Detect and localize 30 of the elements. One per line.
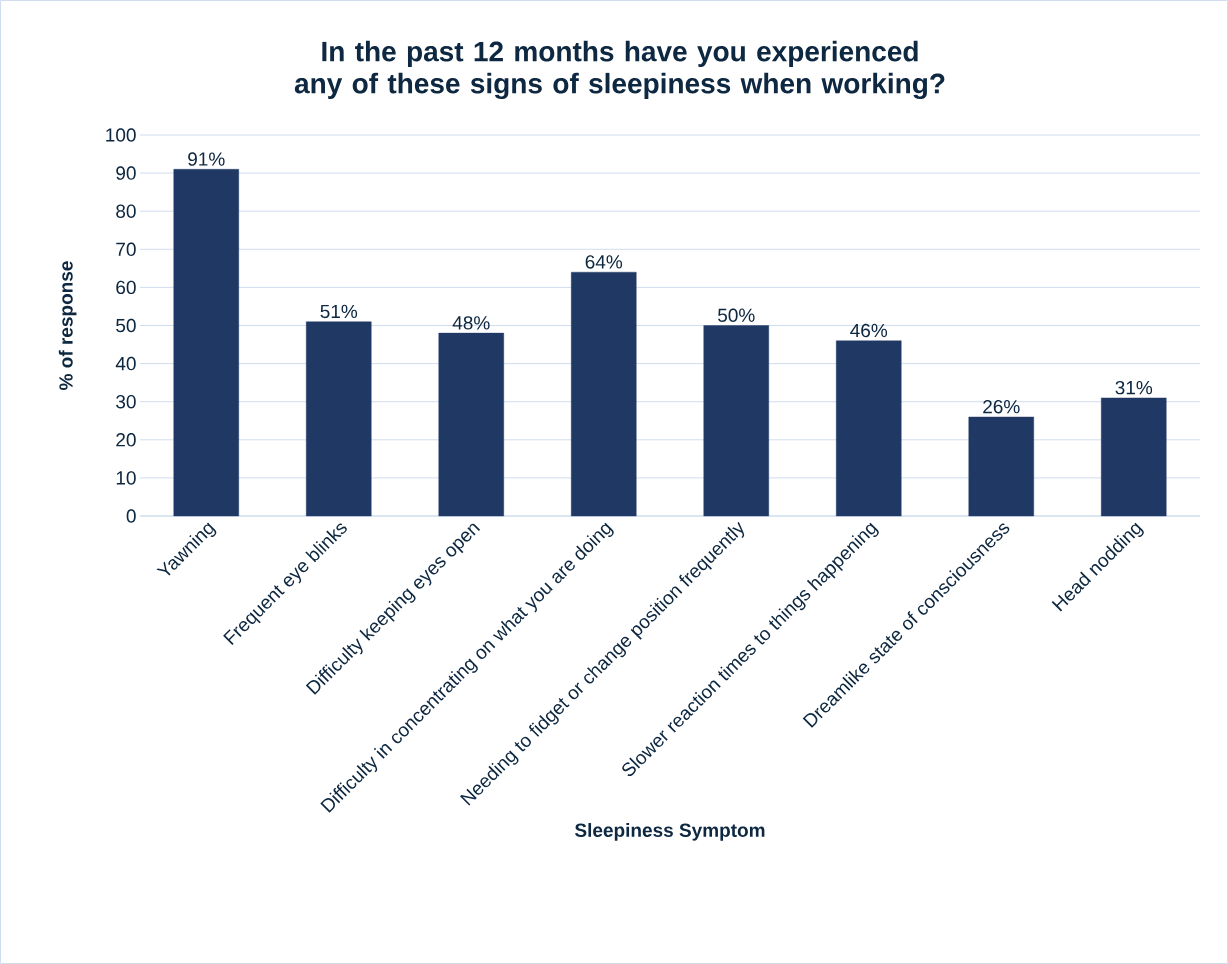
bar (571, 271, 637, 517)
y-tick-label: 90 (116, 166, 136, 180)
data-label: 64% (585, 255, 623, 269)
y-tick-label: 40 (115, 356, 136, 371)
bar (968, 416, 1034, 517)
y-tick-label: 70 (116, 242, 136, 257)
y-tick-label: 0 (126, 509, 136, 523)
bar (836, 340, 902, 517)
bar (173, 169, 239, 517)
data-label: 51% (320, 304, 358, 319)
data-label: 31% (1115, 380, 1153, 395)
data-label: 26% (983, 399, 1020, 414)
x-axis-title: Sleepiness Symptom (574, 823, 765, 841)
data-label: 50% (718, 308, 755, 322)
bar (703, 325, 769, 517)
y-tick-label: 50 (116, 318, 136, 333)
bar (306, 321, 372, 517)
y-tick-label: 30 (116, 394, 136, 409)
bar (1101, 397, 1167, 517)
bar (438, 332, 504, 517)
data-label: 48% (452, 316, 490, 330)
y-tick-label: 20 (116, 433, 136, 447)
chart-title: In the past 12 months have you experienced any of these signs of sleepiness when working? (294, 40, 945, 100)
y-axis-title: % of response (58, 261, 77, 390)
y-tick-label: 100 (106, 128, 136, 142)
data-label: 91% (188, 152, 225, 166)
data-label: 46% (850, 323, 888, 338)
y-tick-label: 10 (116, 471, 136, 485)
y-tick-label: 60 (116, 280, 136, 295)
y-tick-label: 80 (116, 204, 136, 218)
